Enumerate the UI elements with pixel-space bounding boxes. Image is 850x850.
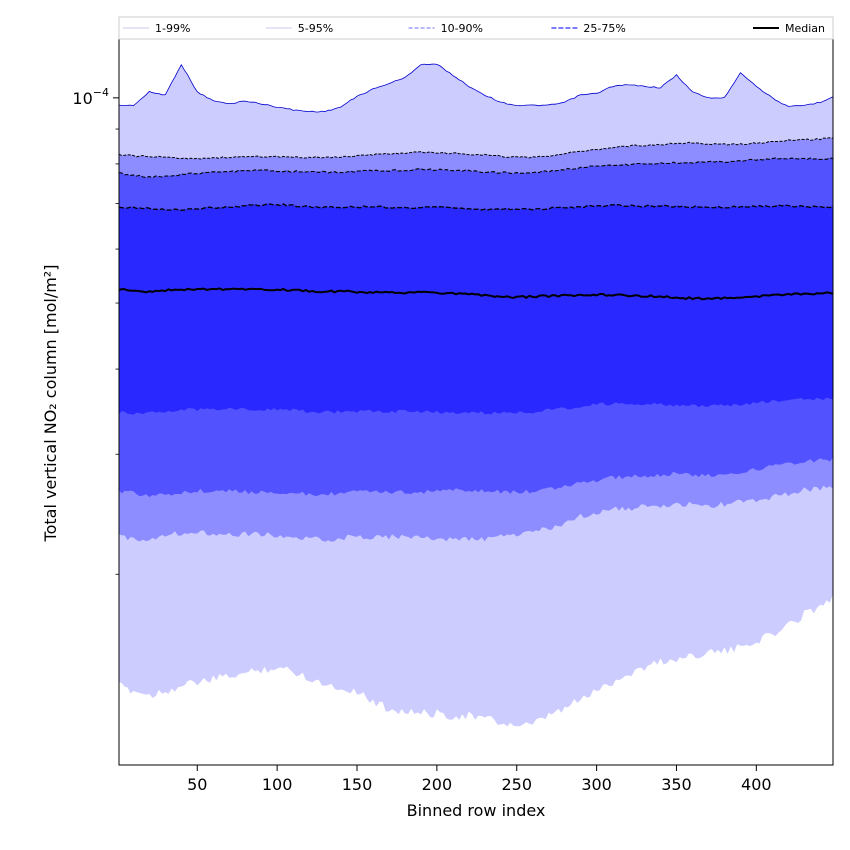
- x-tick-label: 350: [661, 775, 692, 794]
- legend-label: 1-99%: [155, 22, 190, 35]
- x-tick-label: 400: [741, 775, 772, 794]
- median-line: [118, 287, 834, 301]
- y-tick-label: 10−4: [72, 86, 109, 108]
- legend-label: 25-75%: [583, 22, 625, 35]
- band-25-75: [119, 203, 833, 415]
- line-10-90: [118, 157, 834, 179]
- x-tick-label: 50: [187, 775, 207, 794]
- line-5-95: [118, 137, 834, 160]
- legend: 1-99% 5-95% 10-90% 25-75% Median: [118, 16, 834, 40]
- legend-box: [118, 16, 834, 40]
- line-1-99: [118, 63, 834, 113]
- legend-label: 5-95%: [298, 22, 333, 35]
- legend-label: Median: [785, 22, 825, 35]
- x-tick-label: 300: [581, 775, 612, 794]
- line-25-75: [118, 203, 834, 211]
- x-axis-label: Binned row index: [407, 801, 546, 820]
- percentile-bands: [119, 64, 833, 727]
- x-tick-label: 200: [422, 775, 453, 794]
- y-axis-label: Total vertical NO₂ column [mol/m²]: [41, 265, 60, 543]
- y-axis-ticks: 10−4: [72, 86, 119, 575]
- x-tick-label: 250: [501, 775, 532, 794]
- legend-label: 10-90%: [441, 22, 483, 35]
- x-axis-ticks: 50 100 150 200 250 300 350 400: [187, 765, 772, 794]
- x-tick-label: 100: [262, 775, 293, 794]
- x-tick-label: 150: [342, 775, 373, 794]
- percentile-lines: [118, 63, 834, 301]
